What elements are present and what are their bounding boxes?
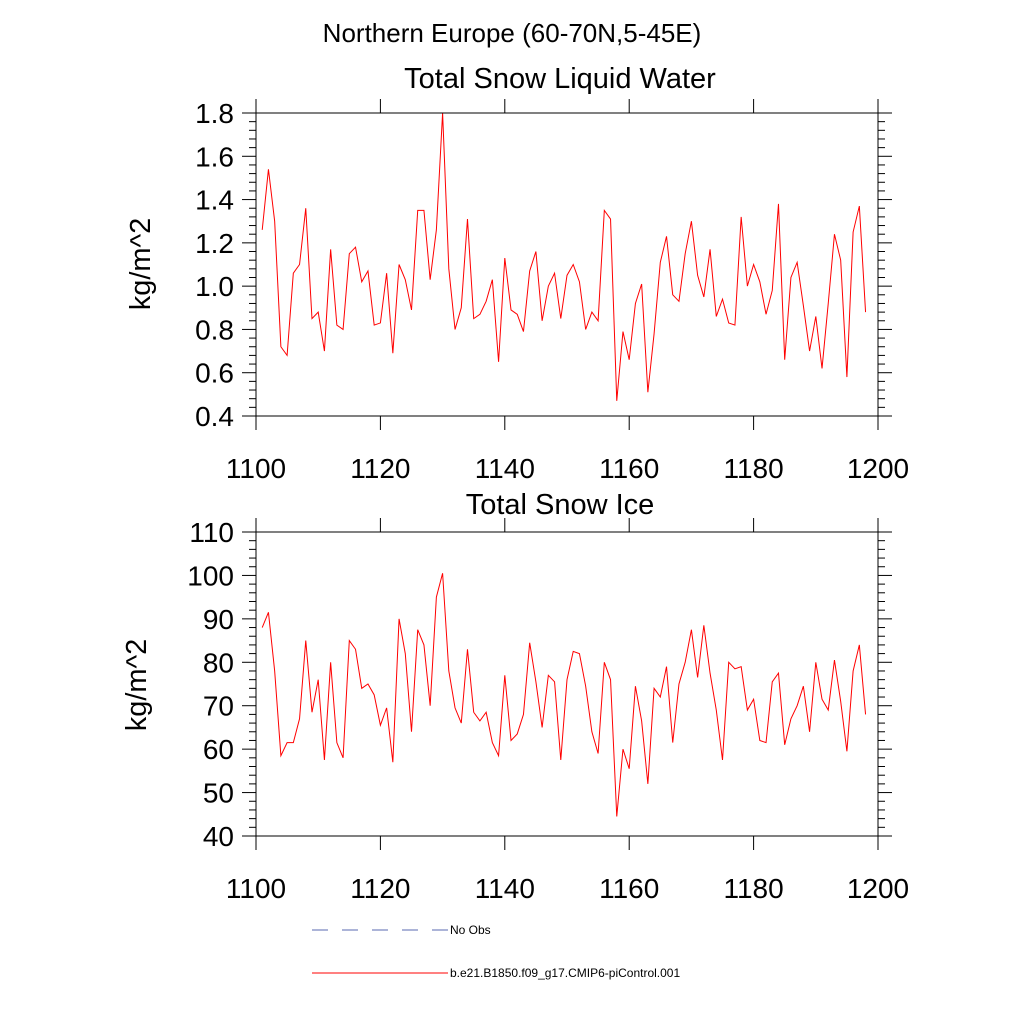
- chart-title: Total Snow Liquid Water: [404, 63, 716, 95]
- series-group: [261, 573, 867, 817]
- y-tick-label: 80: [203, 647, 234, 678]
- x-tick-label: 1100: [226, 873, 286, 904]
- y-tick-label: 0.6: [195, 358, 234, 389]
- chart-panel-2: Total Snow Ice kg/m^2 40 50 60 70 80 90 100 110…: [121, 489, 909, 904]
- y-tick-label: 70: [203, 691, 234, 722]
- x-tick-label: 1200: [847, 873, 909, 904]
- y-tick-labels: 40 50 60 70 80 90 100 110: [187, 517, 234, 852]
- x-tick-label: 1140: [475, 453, 535, 484]
- plot-frame: [255, 531, 879, 837]
- axis-ticks: [242, 99, 892, 430]
- x-tick-label: 1160: [599, 453, 659, 484]
- y-tick-label: 1.2: [195, 228, 234, 259]
- x-tick-labels: 1100 1120 1140 1160 1180 1200: [226, 453, 909, 484]
- x-tick-label: 1180: [723, 453, 783, 484]
- x-tick-labels: 1100 1120 1140 1160 1180 1200: [226, 873, 909, 904]
- x-tick-label: 1180: [723, 873, 783, 904]
- y-tick-label: 100: [187, 560, 234, 591]
- legend-label-no-obs: No Obs: [450, 923, 491, 937]
- y-axis-label: kg/m^2: [125, 218, 157, 311]
- x-tick-label: 1120: [350, 453, 410, 484]
- y-tick-label: 50: [203, 778, 234, 809]
- y-tick-labels: 0.4 0.6 0.8 1.0 1.2 1.4 1.6 1.8: [195, 98, 234, 432]
- x-tick-label: 1200: [847, 453, 909, 484]
- figure-title: Northern Europe (60-70N,5-45E): [323, 18, 702, 48]
- series-line: [261, 573, 867, 817]
- x-tick-label: 1120: [350, 873, 410, 904]
- legend: No Obs b.e21.B1850.f09_g17.CMIP6-piContr…: [312, 923, 680, 980]
- y-tick-label: 40: [203, 821, 234, 852]
- y-tick-label: 90: [203, 604, 234, 635]
- series-group: [261, 112, 867, 401]
- chart-title: Total Snow Ice: [466, 489, 655, 521]
- axis-ticks: [242, 518, 892, 850]
- x-tick-label: 1140: [475, 873, 535, 904]
- legend-label-model: b.e21.B1850.f09_g17.CMIP6-piControl.001: [450, 966, 680, 980]
- y-tick-label: 1.6: [195, 141, 234, 172]
- y-tick-label: 1.8: [195, 98, 234, 129]
- y-axis-label: kg/m^2: [121, 639, 153, 732]
- y-tick-label: 110: [189, 517, 234, 548]
- y-tick-label: 0.8: [195, 314, 234, 345]
- x-tick-label: 1160: [599, 873, 659, 904]
- y-tick-label: 1.0: [195, 271, 234, 302]
- x-tick-label: 1100: [226, 453, 286, 484]
- y-tick-label: 60: [203, 734, 234, 765]
- y-tick-label: 0.4: [195, 401, 234, 432]
- plot-frame: [255, 112, 879, 417]
- y-tick-label: 1.4: [195, 185, 234, 216]
- chart-panel-1: Total Snow Liquid Water kg/m^2 0.4 0.6 0.8…: [125, 63, 909, 484]
- series-line: [261, 112, 867, 401]
